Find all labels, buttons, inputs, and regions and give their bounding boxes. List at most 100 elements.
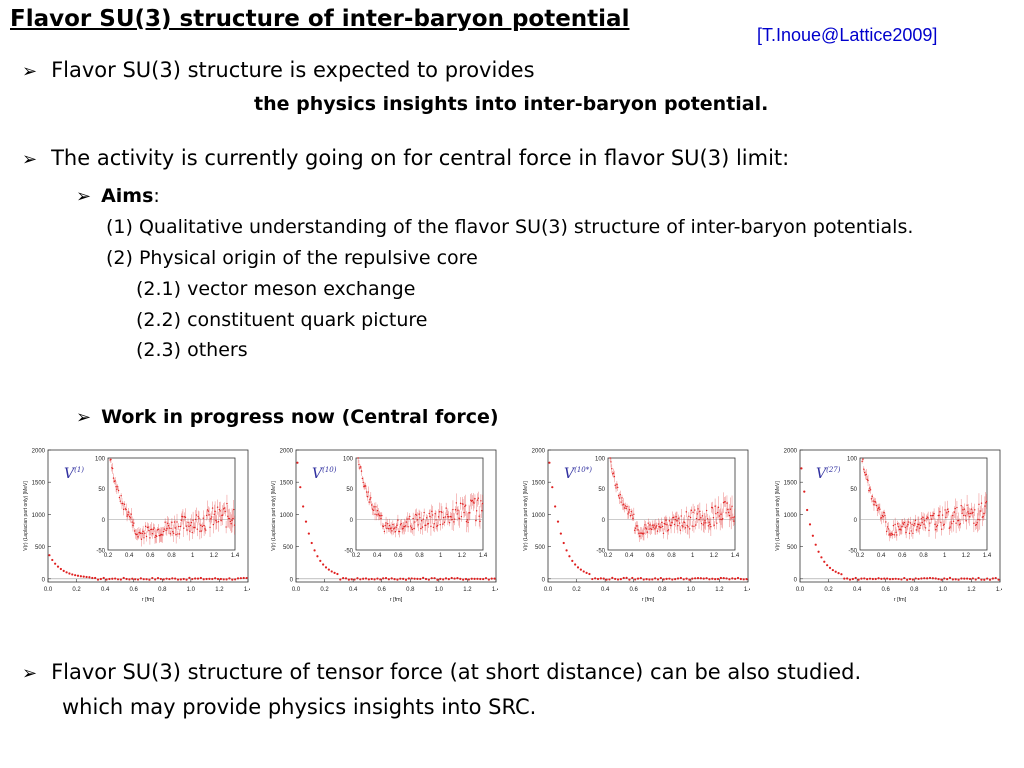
data-point — [691, 577, 694, 580]
data-point — [931, 577, 934, 580]
inset-data-point — [978, 503, 980, 506]
data-point — [54, 562, 57, 565]
inset-data-point — [475, 510, 478, 512]
inset-data-point — [970, 508, 973, 510]
inset-data-point — [412, 517, 414, 520]
inset-data-point — [955, 522, 957, 524]
inset-data-point — [935, 528, 937, 531]
data-point — [142, 578, 145, 581]
inset-data-point — [157, 528, 160, 530]
inset-data-point — [145, 535, 148, 538]
inset-data-point — [471, 499, 474, 502]
inset-data-point — [716, 511, 719, 514]
data-point — [479, 577, 482, 581]
inset-data-point — [670, 524, 672, 527]
inset-data-point — [477, 497, 480, 499]
y-tick-label: 0 — [542, 577, 546, 583]
inset-data-point — [188, 525, 190, 528]
inset-data-point — [650, 528, 653, 531]
data-point — [407, 577, 410, 580]
inset-data-point — [912, 532, 914, 535]
inset-data-point — [647, 522, 649, 524]
inset-data-point — [218, 508, 221, 511]
inset-data-point — [452, 508, 454, 511]
inset-x-tick-label: 0.6 — [394, 553, 403, 559]
inset-data-point — [673, 523, 676, 526]
inset-data-point — [646, 531, 649, 533]
inset-x-tick-label: 1.4 — [731, 553, 740, 559]
inset-data-point — [674, 518, 677, 521]
inset-x-tick-label: 1 — [439, 553, 443, 559]
data-point — [934, 577, 937, 580]
data-point — [679, 576, 682, 580]
data-point — [843, 577, 846, 580]
inset-data-point — [694, 524, 697, 526]
data-point — [605, 578, 608, 581]
inset-data-point — [442, 516, 445, 519]
inset-data-point — [727, 508, 729, 511]
data-point — [674, 578, 677, 581]
inset-data-point — [184, 516, 187, 519]
inset-x-tick-label: 0.2 — [352, 553, 361, 559]
data-point — [214, 577, 217, 580]
inset-data-point — [469, 512, 471, 514]
data-point — [997, 578, 1000, 581]
data-point — [208, 577, 211, 580]
data-point — [582, 570, 585, 573]
inset-data-point — [916, 525, 918, 528]
inset-data-point — [887, 528, 890, 530]
inset-data-point — [204, 528, 206, 530]
inset-x-tick-label: 1 — [943, 553, 947, 559]
inset-x-tick-label: 0.6 — [898, 553, 907, 559]
data-point — [219, 577, 222, 581]
inset-data-point — [920, 518, 923, 520]
data-point — [946, 578, 949, 581]
inset-data-point — [941, 528, 943, 530]
inset-data-point — [868, 489, 870, 492]
inset-data-point — [932, 514, 934, 517]
inset-data-point — [215, 519, 217, 522]
data-point — [837, 572, 840, 575]
inset-data-point — [979, 519, 981, 521]
inset-data-point — [703, 522, 705, 524]
inset-data-point — [400, 522, 402, 525]
inset-data-point — [907, 521, 910, 523]
inset-data-point — [693, 525, 695, 528]
inset-data-point — [150, 528, 153, 530]
inset-data-point — [910, 530, 912, 532]
inset-x-tick-label: 0.4 — [373, 553, 382, 559]
inset-data-point — [367, 491, 369, 493]
inset-data-point — [425, 524, 427, 526]
inset-data-point — [907, 523, 909, 526]
inset-data-point — [437, 516, 440, 518]
y-axis-label: V(r) (Laplacian part only) [MeV] — [23, 481, 29, 551]
inset-data-point — [369, 498, 371, 500]
inset-data-point — [664, 523, 666, 525]
data-point — [416, 577, 419, 580]
inset-y-tick-label: -50 — [848, 549, 857, 555]
data-point — [225, 578, 228, 581]
data-point — [228, 577, 231, 580]
inset-data-point — [222, 514, 224, 516]
data-point — [393, 578, 396, 581]
inset-data-point — [199, 530, 201, 532]
data-point — [464, 577, 468, 581]
inset-data-point — [187, 521, 189, 523]
data-point — [651, 578, 654, 581]
inset-data-point — [210, 518, 212, 520]
inset-data-point — [720, 513, 722, 515]
inset-data-point — [616, 483, 618, 485]
data-point — [48, 554, 51, 557]
data-point — [116, 578, 120, 581]
data-point — [731, 577, 734, 580]
inset-data-point — [633, 529, 636, 532]
data-point — [467, 578, 470, 581]
inset-data-point — [405, 521, 408, 523]
data-point — [131, 577, 134, 580]
inset-data-point — [939, 511, 941, 513]
data-point — [920, 577, 923, 580]
inset-data-point — [365, 485, 367, 487]
inset-data-point — [229, 520, 232, 523]
data-point — [396, 578, 399, 581]
inset-data-point — [142, 530, 144, 533]
